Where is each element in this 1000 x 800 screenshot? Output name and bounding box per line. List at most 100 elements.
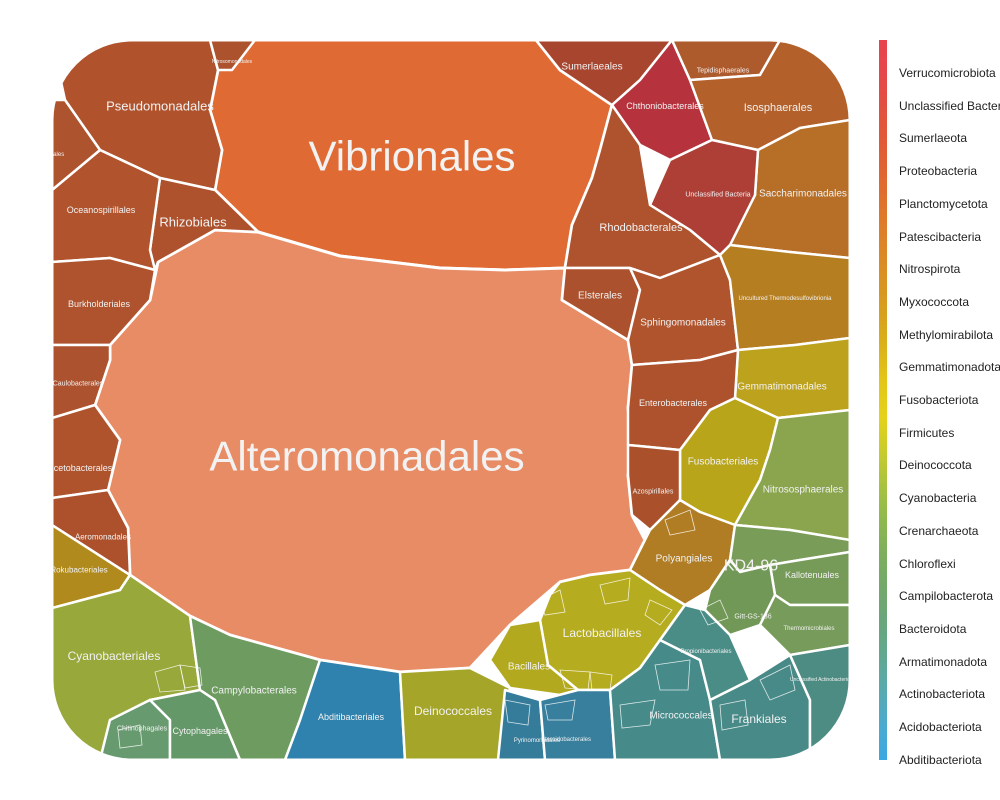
cell-abditibacteriales bbox=[283, 658, 407, 760]
legend-entry-unclassified-bacteria: Unclassified Bacteria bbox=[899, 98, 1000, 113]
legend-entry-planctomycetota: Planctomycetota bbox=[899, 196, 988, 211]
cell-label-rokubacteriales: Rokubacteriales bbox=[50, 566, 107, 575]
cell-label-oceanospirillales: Oceanospirillales bbox=[67, 205, 136, 215]
legend-entry-methylomirabilota: Methylomirabilota bbox=[899, 327, 994, 342]
cell-subdivision bbox=[734, 627, 776, 661]
cell-label-campylobacterales: Campylobacterales bbox=[211, 686, 297, 697]
legend-entry-fusobacteriota: Fusobacteriota bbox=[899, 393, 979, 407]
cell-subdivision bbox=[154, 664, 186, 693]
cell-propionibacteriales bbox=[658, 603, 752, 702]
cell-subdivision bbox=[559, 669, 591, 691]
cell-subdivision bbox=[589, 671, 613, 691]
cell-nitrosomonadales bbox=[208, 40, 257, 72]
cell-label-kd4-96: KD4-96 bbox=[724, 558, 778, 575]
cell-label-caulobacterales: Caulobacterales bbox=[53, 381, 104, 388]
cell-label-tistrellales: Tistrellales bbox=[36, 152, 64, 158]
legend-entry-proteobacteria: Proteobacteria bbox=[899, 164, 978, 179]
cell-label-burkholderiales: Burkholderiales bbox=[68, 299, 131, 309]
cell-label-isosphaerales: Isosphaerales bbox=[744, 102, 813, 114]
legend-entry-firmicutes: Firmicutes bbox=[899, 425, 955, 440]
cell-label-nitrososphaerales: Nitrososphaerales bbox=[763, 485, 844, 496]
cell-label-kallotenuales: Kallotenuales bbox=[785, 570, 840, 580]
cell-subdivision bbox=[599, 577, 631, 605]
cell-label-thermomicrobiales: Thermomicrobiales bbox=[783, 626, 834, 632]
cell-label-sumerlaeales: Sumerlaeales bbox=[561, 62, 622, 73]
cell-acetobacterales bbox=[52, 403, 122, 500]
cell-label-saccharimonadales: Saccharimonadales bbox=[759, 189, 847, 200]
legend-entry-verrucomicrobiota: Verrucomicrobiota bbox=[899, 66, 996, 80]
cell-subdivision bbox=[179, 664, 203, 689]
legend-color-bar bbox=[879, 40, 887, 760]
cell-label-aeromonadales: Aeromonadales bbox=[75, 533, 131, 542]
legend-entry-chloroflexi: Chloroflexi bbox=[899, 556, 956, 571]
cell-label-gemmatimonadales: Gemmatimonadales bbox=[737, 382, 826, 393]
legend-entry-myxococcota: Myxococcota bbox=[899, 294, 970, 309]
cell-subdivision bbox=[759, 664, 796, 701]
cell-label-sphingomonadales: Sphingomonadales bbox=[640, 318, 726, 329]
legend: Verrucomicrobiota Unclassified Bacteria Su… bbox=[899, 0, 1000, 800]
cell-label-cyanobacteriales: Cyanobacteriales bbox=[68, 649, 161, 663]
cell-label-chthoniobacterales: Chthoniobacterales bbox=[626, 101, 704, 111]
legend-entry-cyanobacteria: Cyanobacteria bbox=[899, 491, 977, 506]
cell-label-bacillales: Bacillales bbox=[508, 662, 550, 673]
legend-entry-campilobacterota: Campilobacterota bbox=[899, 589, 994, 604]
legend-entry-patescibacteria: Patescibacteria bbox=[899, 229, 982, 244]
cell-steroidobacterales bbox=[538, 688, 617, 760]
legend-entry-nitrospirota: Nitrospirota bbox=[899, 262, 961, 277]
cell-label-nitrosomonadales: Nitrosomonadales bbox=[212, 59, 253, 65]
cell-label-propionibacteriales: Propionibacteriales bbox=[680, 649, 731, 655]
cell-subdivision bbox=[117, 724, 143, 749]
cell-label-pseudomonadales: Pseudomonadales bbox=[106, 99, 214, 114]
legend-entry-acidobacteriota: Acidobacteriota bbox=[899, 720, 982, 734]
cell-label-frankiales: Frankiales bbox=[731, 712, 786, 726]
legend-entry-crenarchaeota: Crenarchaeota bbox=[899, 523, 979, 538]
cell-label-alteromonadales: Alteromonadales bbox=[209, 433, 524, 480]
cell-label-steroidobacterales: Steroidobacterales bbox=[541, 737, 591, 743]
cell-label-acetobacterales: Acetobacterales bbox=[48, 463, 113, 473]
cell-cytophagales bbox=[148, 688, 242, 760]
cell-label-polyangiales: Polyangiales bbox=[656, 554, 713, 565]
cell-subdivision bbox=[719, 699, 749, 731]
cell-label-unclassified-bacteria: Unclassified Bacteria bbox=[685, 192, 750, 199]
cell-label-pyrinomonadales: Pyrinomonadales bbox=[514, 738, 560, 744]
cell-label-cytophagales: Cytophagales bbox=[172, 726, 228, 736]
legend-entry-sumerlaeota: Sumerlaeota bbox=[899, 131, 968, 146]
legend-entry-deinococcota: Deinococcota bbox=[899, 458, 972, 473]
cell-label-abditibacteriales: Abditibacteriales bbox=[318, 712, 385, 722]
cell-label-vibrionales: Vibrionales bbox=[308, 133, 515, 180]
legend-entry-actinobacteriota: Actinobacteriota bbox=[899, 687, 986, 702]
cell-burkholderiales bbox=[52, 256, 157, 347]
cell-label-elsterales: Elsterales bbox=[578, 291, 622, 302]
cell-label-unclassified-actinobacteriota: Unclassified Actinobacteriota bbox=[790, 677, 854, 683]
cell-aeromonadales bbox=[52, 488, 132, 577]
cell-subdivision bbox=[654, 659, 691, 691]
cell-label-enterobacterales: Enterobacterales bbox=[639, 398, 708, 408]
cell-label-gitt-gs-136: Gitt-GS-136 bbox=[734, 614, 771, 621]
cell-label-azospirillales: Azospirillales bbox=[633, 489, 674, 496]
cell-tistrellales bbox=[52, 98, 102, 192]
cell-subdivision bbox=[664, 509, 696, 536]
cell-subdivision bbox=[539, 589, 566, 616]
legend-entry-bacteroidota: Bacteroidota bbox=[899, 621, 967, 636]
cell-label-rhodobacterales: Rhodobacterales bbox=[599, 222, 683, 234]
legend-entry-abditibacteriota: Abditibacteriota bbox=[899, 752, 982, 767]
legend-entry-gemmatimonadota: Gemmatimonadota bbox=[899, 360, 1000, 375]
voronoi-treemap: Vibrionales Alteromonadales Pseudomonadale… bbox=[36, 38, 854, 762]
cell-label-micrococcales: Micrococcales bbox=[649, 711, 712, 722]
cell-label-rhizobiales: Rhizobiales bbox=[159, 215, 227, 230]
cell-label-tepidisphaerales: Tepidisphaerales bbox=[697, 68, 750, 75]
legend-entry-armatimonadota: Armatimonadota bbox=[899, 654, 988, 669]
cell-subdivision bbox=[644, 599, 673, 626]
cell-subdivision bbox=[504, 699, 531, 726]
cell-uncultured-thermodesulfovibrionia bbox=[718, 243, 850, 352]
cell-label-uncultured-thermodesulfovibrionia: Uncultured Thermodesulfovibrionia bbox=[739, 296, 833, 302]
cell-subdivision bbox=[699, 599, 729, 626]
treemap-border bbox=[50, 38, 852, 762]
cell-label-fusobacteriales: Fusobacteriales bbox=[688, 457, 759, 468]
cell-label-lactobacillales: Lactobacillales bbox=[563, 626, 642, 640]
cell-subdivision bbox=[544, 699, 576, 721]
cell-subdivision bbox=[619, 699, 656, 729]
cell-caulobacterales bbox=[52, 343, 112, 420]
cell-label-deinococcales: Deinococcales bbox=[414, 704, 492, 718]
cell-label-chitinophagales: Chitinophagales bbox=[117, 726, 168, 733]
